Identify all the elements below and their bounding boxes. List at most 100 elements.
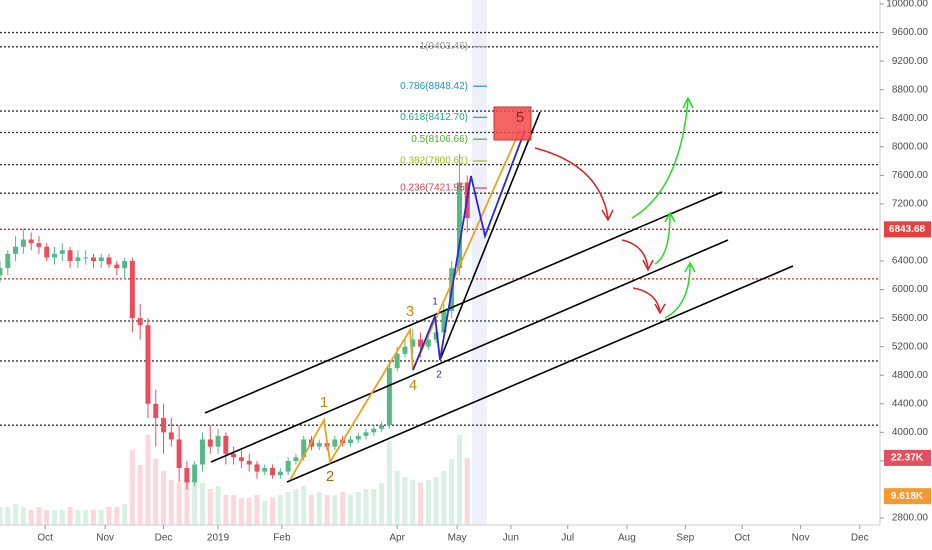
candle-body <box>75 257 81 262</box>
blue-wave <box>412 129 526 371</box>
candle-body <box>301 439 307 458</box>
target-box <box>493 106 532 141</box>
candle-body <box>270 468 276 476</box>
wave-label: 4 <box>409 377 417 394</box>
wave-label: 1 <box>320 394 328 411</box>
volume-bar <box>13 504 19 525</box>
candle-body <box>293 457 299 461</box>
candle-body <box>129 261 135 319</box>
volume-bar <box>355 492 361 525</box>
volume-ma-label: 9.618K <box>891 491 924 502</box>
green-arrow <box>664 264 691 319</box>
channel-line <box>210 239 729 463</box>
y-tick-label: 6400.00 <box>892 256 929 267</box>
candle-body <box>394 353 400 369</box>
channel-line <box>439 111 541 361</box>
volume-bar <box>90 510 96 525</box>
candle-body <box>114 264 120 269</box>
volume-bar <box>394 471 400 525</box>
volume-bar <box>379 483 385 525</box>
candle-body <box>386 368 392 426</box>
candle-body <box>168 432 174 440</box>
y-tick-label: 10000.00 <box>886 0 928 10</box>
blue-label: 1 <box>432 297 438 308</box>
volume-bar <box>456 435 462 525</box>
x-tick-label: Jul <box>561 533 574 544</box>
volume-bar <box>363 489 369 525</box>
candle-body <box>145 325 151 404</box>
red-arrow-head <box>654 303 666 315</box>
candle-body <box>456 182 462 269</box>
channel-line <box>286 265 794 483</box>
volume-bar <box>161 471 167 525</box>
fib-label: 0.236(7421.95) <box>400 183 468 194</box>
volume-bar <box>433 477 439 525</box>
x-tick-label: Oct <box>734 533 750 544</box>
candle-body <box>176 439 182 469</box>
last-price-label: 6843.68 <box>889 224 926 235</box>
levels <box>0 31 880 426</box>
candle-body <box>262 468 268 472</box>
volume-bar <box>75 510 81 525</box>
candle-body <box>13 246 19 254</box>
candle-body <box>347 439 353 444</box>
volume-bar <box>52 510 58 525</box>
candle-body <box>433 332 439 340</box>
last-price-label-box <box>884 221 931 238</box>
volume-bar <box>59 510 65 525</box>
green-arrow-head <box>664 211 676 223</box>
volume-bar <box>199 483 205 525</box>
y-tick-label: 9600.00 <box>892 27 929 38</box>
volume-bar <box>309 495 315 525</box>
volume-bar <box>441 471 447 525</box>
volume-bar <box>418 483 424 525</box>
volume-bar <box>83 510 89 525</box>
volume-bar <box>238 498 244 525</box>
x-tick-label: Nov <box>792 533 810 544</box>
volume-bar <box>324 495 330 525</box>
y-tick-label: 4000.00 <box>892 427 929 438</box>
x-tick-label: May <box>448 533 467 544</box>
green-arrow <box>631 99 689 219</box>
volume-bar <box>0 507 3 525</box>
candle-body <box>363 432 369 436</box>
candle-body <box>223 435 229 454</box>
volume-bar <box>277 495 283 525</box>
volume-bar <box>332 495 338 525</box>
green-arrow-head <box>682 96 694 109</box>
volume-bar <box>464 457 470 525</box>
y-tick-label: 7600.00 <box>892 170 929 181</box>
candle-body <box>418 339 424 347</box>
y-tick-label: 9200.00 <box>892 56 929 67</box>
candle-body <box>410 339 416 347</box>
fib-label: 0.5(8106.66) <box>411 134 468 145</box>
candle-body <box>153 403 159 419</box>
volume-bar <box>122 504 128 525</box>
volume-bar <box>246 498 252 525</box>
candle-body <box>231 453 237 458</box>
candle-body <box>425 339 431 347</box>
drawings <box>204 96 794 483</box>
candle-body <box>246 460 252 465</box>
fib-levels: 1(9403.46) 0.786(8848.42) 0.618(8412.70) 0.… <box>400 41 487 194</box>
volume-bar <box>301 486 307 525</box>
volume-bar <box>223 495 229 525</box>
fib-label: 1(9403.46) <box>420 41 468 52</box>
volume-bar <box>28 510 34 525</box>
y-tick-label: 7200.00 <box>892 199 929 210</box>
candle-body <box>137 318 143 326</box>
volume-bar <box>270 498 276 525</box>
volume-bar <box>386 441 392 525</box>
volume-label: 22.37K <box>891 453 924 464</box>
volume-bar <box>67 507 73 525</box>
fib-label: 0.618(8412.70) <box>400 112 468 123</box>
y-tick-label: 6000.00 <box>892 284 929 295</box>
candle-body <box>316 443 322 447</box>
volume-bar <box>137 465 143 525</box>
volume-bar <box>5 507 11 525</box>
candle-body <box>332 439 338 447</box>
volume-bar <box>192 477 198 525</box>
volume-bar <box>425 480 431 525</box>
volume-bar <box>153 459 159 525</box>
